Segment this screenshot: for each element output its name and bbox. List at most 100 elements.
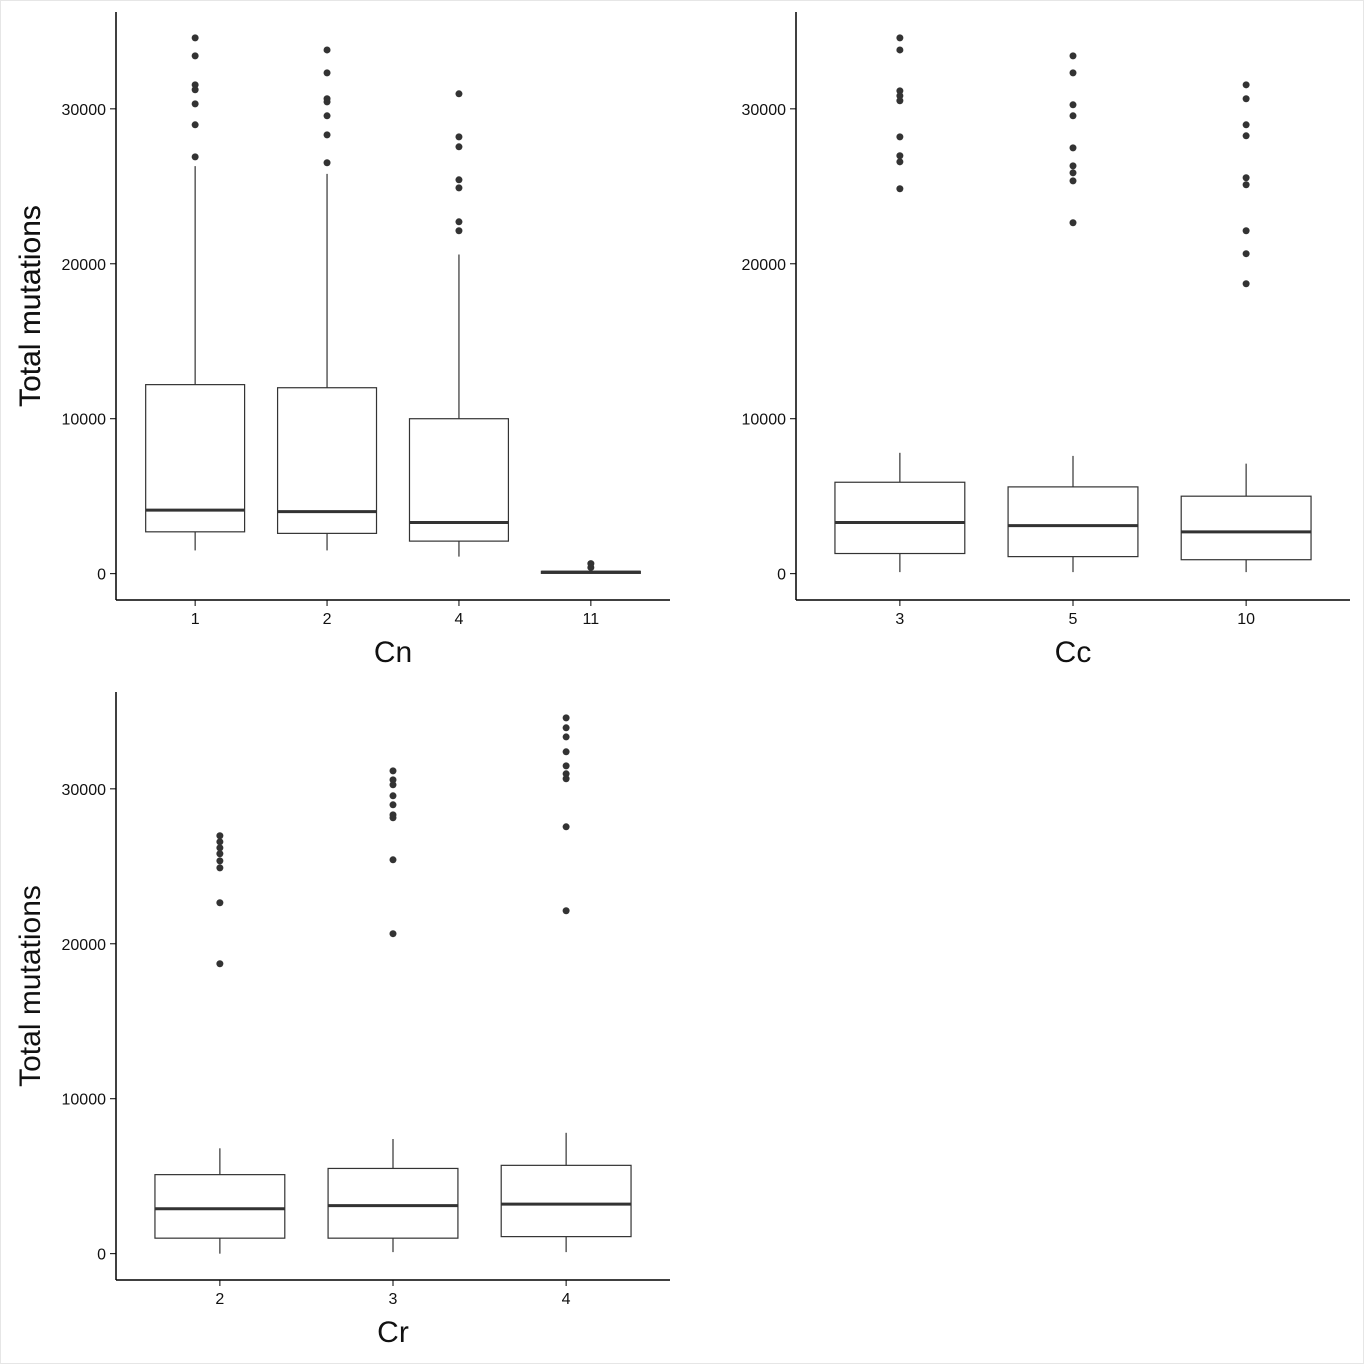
outlier [562,714,570,722]
box [834,481,966,555]
box [408,418,510,542]
y-axis-title: Total mutations [14,885,47,1087]
outlier [455,218,463,226]
outlier [191,86,199,94]
x-tick-label: 2 [323,611,332,628]
outlier [216,960,224,968]
outlier [216,838,224,846]
outlier [1069,177,1077,185]
outlier [389,767,397,775]
y-tick-label: 30000 [742,102,787,119]
outlier [1242,250,1250,258]
outlier [389,856,397,864]
y-tick-label: 30000 [62,782,107,799]
y-tick-label: 10000 [742,412,787,429]
outlier [191,121,199,129]
outlier [455,133,463,141]
outlier [389,781,397,789]
outlier [896,92,904,100]
outlier [896,34,904,42]
outlier [1242,227,1250,235]
outlier [323,131,331,139]
x-tick-label: 11 [583,611,600,628]
outlier [1242,132,1250,140]
outlier [216,832,224,840]
outlier [191,34,199,42]
outlier [1069,144,1077,152]
outlier [1242,280,1250,288]
outlier [562,775,570,783]
outlier [191,100,199,108]
outlier [323,112,331,120]
x-tick-label: 10 [1237,611,1255,628]
outlier [896,185,904,193]
box [327,1167,459,1239]
outlier [562,823,570,831]
panel: 0 10000 20000 30000 2 3 4 Cr Total mutations [14,692,670,1349]
outlier [191,153,199,161]
outlier [562,762,570,770]
box [1007,486,1139,558]
y-tick-label: 10000 [62,412,107,429]
outlier [323,46,331,54]
box [1180,495,1312,561]
outlier [216,850,224,858]
outlier [323,69,331,77]
x-tick-label: 5 [1069,611,1078,628]
x-tick-label: 3 [895,611,904,628]
outlier [896,158,904,166]
outlier [587,560,595,568]
y-axis-title: Total mutations [14,205,47,407]
outlier [562,748,570,756]
outlier [455,90,463,98]
y-tick-label: 10000 [62,1092,107,1109]
outlier [1242,81,1250,89]
x-tick-label: 4 [454,611,463,628]
y-tick-label: 20000 [62,937,107,954]
outlier [562,733,570,741]
outlier [389,814,397,822]
outlier [323,159,331,167]
outlier [1242,181,1250,189]
y-tick-label: 0 [777,567,786,584]
y-tick-label: 0 [97,567,106,584]
outlier [896,133,904,141]
outlier [216,899,224,907]
outlier [1242,95,1250,103]
x-axis-title: Cc [1055,636,1092,669]
outlier [191,81,199,89]
x-tick-label: 2 [215,1291,224,1308]
x-tick-label: 1 [191,611,200,628]
box [500,1164,632,1238]
outlier [455,184,463,192]
outlier [1069,52,1077,60]
outlier [216,844,224,852]
box [276,387,378,534]
panel: 0 10000 20000 30000 1 2 4 11 Cn Total mutations [14,12,670,669]
outlier [562,907,570,915]
outlier [1069,69,1077,77]
y-tick-label: 0 [97,1247,106,1264]
outlier [1242,174,1250,182]
outlier [389,801,397,809]
outlier [1069,101,1077,109]
outlier [389,792,397,800]
box [154,1174,286,1239]
outlier [191,52,199,60]
outlier [389,776,397,784]
outlier [896,152,904,160]
outlier [323,98,331,106]
x-axis-title: Cr [377,1316,409,1349]
x-tick-label: 3 [389,1291,398,1308]
outlier [896,46,904,54]
outlier [455,176,463,184]
outlier [562,724,570,732]
x-axis-title: Cn [374,636,412,669]
outlier [216,864,224,872]
y-tick-label: 20000 [742,257,787,274]
outlier [1069,112,1077,120]
